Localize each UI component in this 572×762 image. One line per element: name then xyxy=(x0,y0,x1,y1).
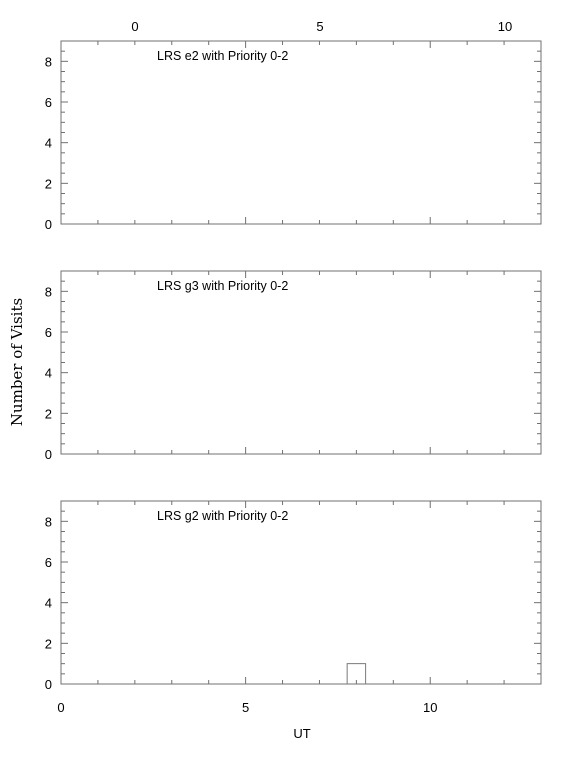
panel-title: LRS g3 with Priority 0-2 xyxy=(157,279,288,293)
y-tick-label: 4 xyxy=(45,366,52,381)
y-tick-label: 2 xyxy=(45,176,52,191)
top-x-tick-label: 0 xyxy=(131,19,138,34)
y-tick-label: 6 xyxy=(45,325,52,340)
panel-frame xyxy=(60,270,542,455)
top-x-tick-label: 5 xyxy=(316,19,323,34)
panel-title: LRS e2 with Priority 0-2 xyxy=(157,49,288,63)
panel-frame xyxy=(60,500,542,685)
histogram-bar xyxy=(346,663,367,684)
bottom-x-tick-label: 10 xyxy=(423,700,437,715)
y-tick-label: 4 xyxy=(45,596,52,611)
y-tick-label: 0 xyxy=(45,677,52,692)
panel-frame xyxy=(60,40,542,225)
x-axis-label: UT xyxy=(293,726,310,741)
y-tick-label: 2 xyxy=(45,406,52,421)
histogram-panel-2: 0 2 4 6 8 LRS g3 with Priority 0-2 xyxy=(45,270,542,462)
top-x-tick-label: 10 xyxy=(498,19,512,34)
histogram-panel-1: 0 2 4 6 8 LRS e2 with Priority 0-2 xyxy=(45,40,542,232)
y-tick-label: 0 xyxy=(45,447,52,462)
y-tick-label: 4 xyxy=(45,136,52,151)
y-tick-label: 2 xyxy=(45,636,52,651)
y-axis-label: Number of Visits xyxy=(8,298,26,426)
bottom-x-tick-label: 5 xyxy=(242,700,249,715)
y-tick-label: 6 xyxy=(45,555,52,570)
bottom-x-tick-label: 0 xyxy=(57,700,64,715)
y-tick-label: 0 xyxy=(45,217,52,232)
histogram-panel-3: 0 2 4 6 8 LRS g2 with Priority 0-2 xyxy=(45,500,542,692)
panel-title: LRS g2 with Priority 0-2 xyxy=(157,509,288,523)
y-tick-label: 8 xyxy=(45,54,52,69)
y-tick-label: 6 xyxy=(45,95,52,110)
y-tick-label: 8 xyxy=(45,284,52,299)
y-tick-label: 8 xyxy=(45,514,52,529)
